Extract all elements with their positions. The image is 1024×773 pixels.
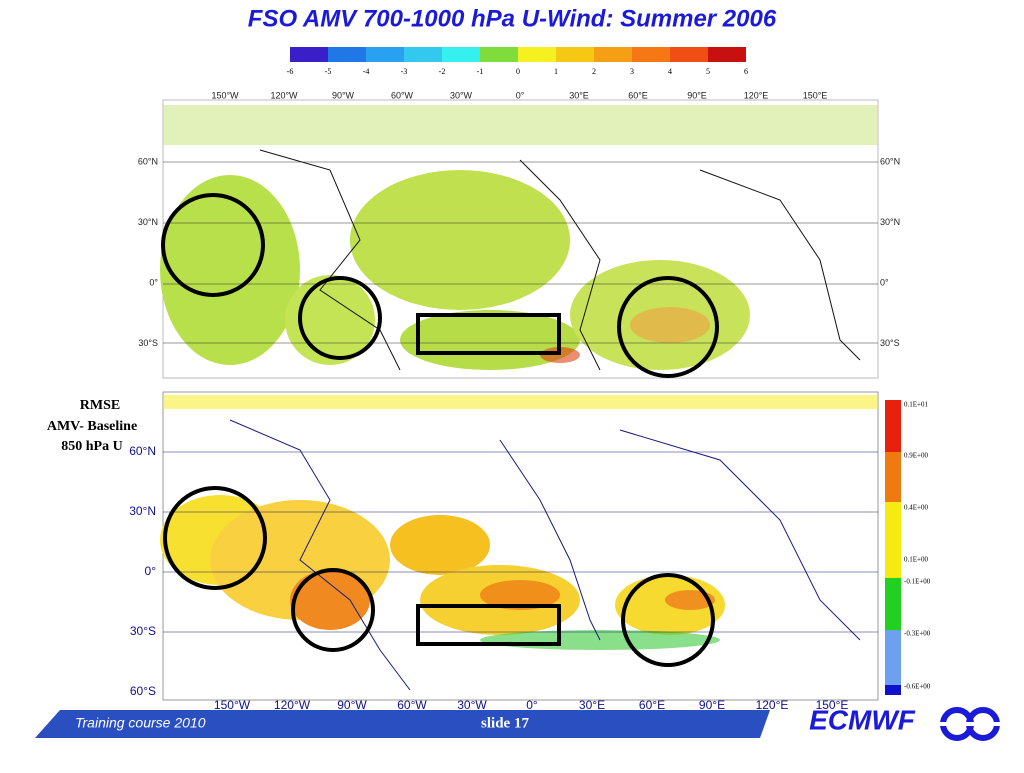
lat-label: 30°N: [138, 217, 158, 227]
colorbar-label: -3: [401, 67, 408, 76]
lat-label: 60°N: [129, 444, 156, 458]
legend-label: 0.9E+00: [904, 452, 928, 460]
lat-label: 60°N: [138, 156, 158, 166]
colorbar-label: -1: [477, 67, 484, 76]
colorbar-label: 0: [516, 67, 520, 76]
footer: Training course 2010 slide 17 ECMWF: [35, 704, 1000, 741]
lat-label: 60°S: [130, 684, 156, 698]
colorbar-label: 2: [592, 67, 596, 76]
colorbar-label: -5: [325, 67, 332, 76]
lon-label: 30°E: [579, 698, 605, 712]
lon-label: 30°W: [457, 698, 487, 712]
lon-label: 0°: [516, 90, 525, 100]
lon-label: 150°E: [803, 90, 828, 100]
legend-label: -0.6E+00: [904, 683, 931, 691]
legend-label: -0.3E+00: [904, 630, 931, 638]
legend-swatch: [885, 452, 901, 502]
lon-label: 120°E: [744, 90, 769, 100]
lat-label: 60°N: [880, 156, 900, 166]
colorbar-label: 5: [706, 67, 710, 76]
colorbar-swatch: [594, 47, 632, 62]
colorbar-swatch: [670, 47, 708, 62]
lat-label: 0°: [880, 277, 889, 287]
caption-line: 850 hPa U: [61, 439, 122, 454]
lat-label: 0°: [145, 564, 157, 578]
lon-label: 60°E: [639, 698, 665, 712]
top-map: [160, 99, 879, 379]
lon-label: 30°W: [450, 90, 473, 100]
lon-label: 120°E: [756, 698, 789, 712]
legend-label: 0.4E+00: [904, 504, 928, 512]
colorbar-swatch: [366, 47, 404, 62]
lon-label: 60°W: [391, 90, 414, 100]
legend-swatch: [885, 578, 901, 630]
legend-swatch: [885, 400, 901, 452]
course-label: Training course 2010: [75, 715, 206, 731]
lat-label: 30°S: [138, 338, 158, 348]
lon-label: 90°E: [699, 698, 725, 712]
legend-swatch: [885, 630, 901, 685]
bottom-map: [160, 391, 879, 701]
colorbar-label: -4: [363, 67, 370, 76]
lon-label: 0°: [526, 698, 538, 712]
lon-label: 120°W: [274, 698, 311, 712]
colorbar-swatch: [556, 47, 594, 62]
logo-text: ECMWF: [809, 704, 916, 735]
lat-label: 30°S: [130, 624, 156, 638]
lon-label: 150°W: [214, 698, 251, 712]
caption-line: AMV- Baseline: [47, 419, 137, 434]
legend-swatch: [885, 502, 901, 578]
colorbar-swatch: [404, 47, 442, 62]
lon-label: 150°E: [816, 698, 849, 712]
legend-label: 0.1E+00: [904, 556, 928, 564]
colorbar-swatch: [480, 47, 518, 62]
legend-swatch: [885, 685, 901, 695]
lon-label: 120°W: [270, 90, 298, 100]
title: FSO AMV 700-1000 hPa U-Wind: Summer 2006: [248, 5, 777, 32]
legend-label: -0.1E+00: [904, 578, 931, 586]
colorbar-label: 6: [744, 67, 748, 76]
caption-line: RMSE: [80, 398, 120, 413]
lat-label: 0°: [149, 277, 158, 287]
lon-label: 60°W: [397, 698, 427, 712]
colorbar-label: -2: [439, 67, 446, 76]
colorbar-label: -6: [287, 67, 294, 76]
lat-label: 30°N: [880, 217, 900, 227]
colorbar-label: 1: [554, 67, 558, 76]
lat-label: 30°N: [129, 504, 156, 518]
lon-label: 30°E: [569, 90, 589, 100]
colorbar-swatch: [632, 47, 670, 62]
colorbar-label: 4: [668, 67, 672, 76]
legend-label: 0.1E+01: [904, 401, 928, 409]
lon-label: 90°W: [337, 698, 367, 712]
slide-number: slide 17: [481, 715, 529, 731]
colorbar-swatch: [708, 47, 746, 62]
lat-label: 30°S: [880, 338, 900, 348]
lon-label: 150°W: [211, 90, 239, 100]
lon-label: 60°E: [628, 90, 648, 100]
lon-label: 90°W: [332, 90, 355, 100]
colorbar-label: 3: [630, 67, 634, 76]
colorbar-swatch: [328, 47, 366, 62]
colorbar-swatch: [442, 47, 480, 62]
colorbar-swatch: [290, 47, 328, 62]
lon-label: 90°E: [687, 90, 707, 100]
colorbar-swatch: [518, 47, 556, 62]
